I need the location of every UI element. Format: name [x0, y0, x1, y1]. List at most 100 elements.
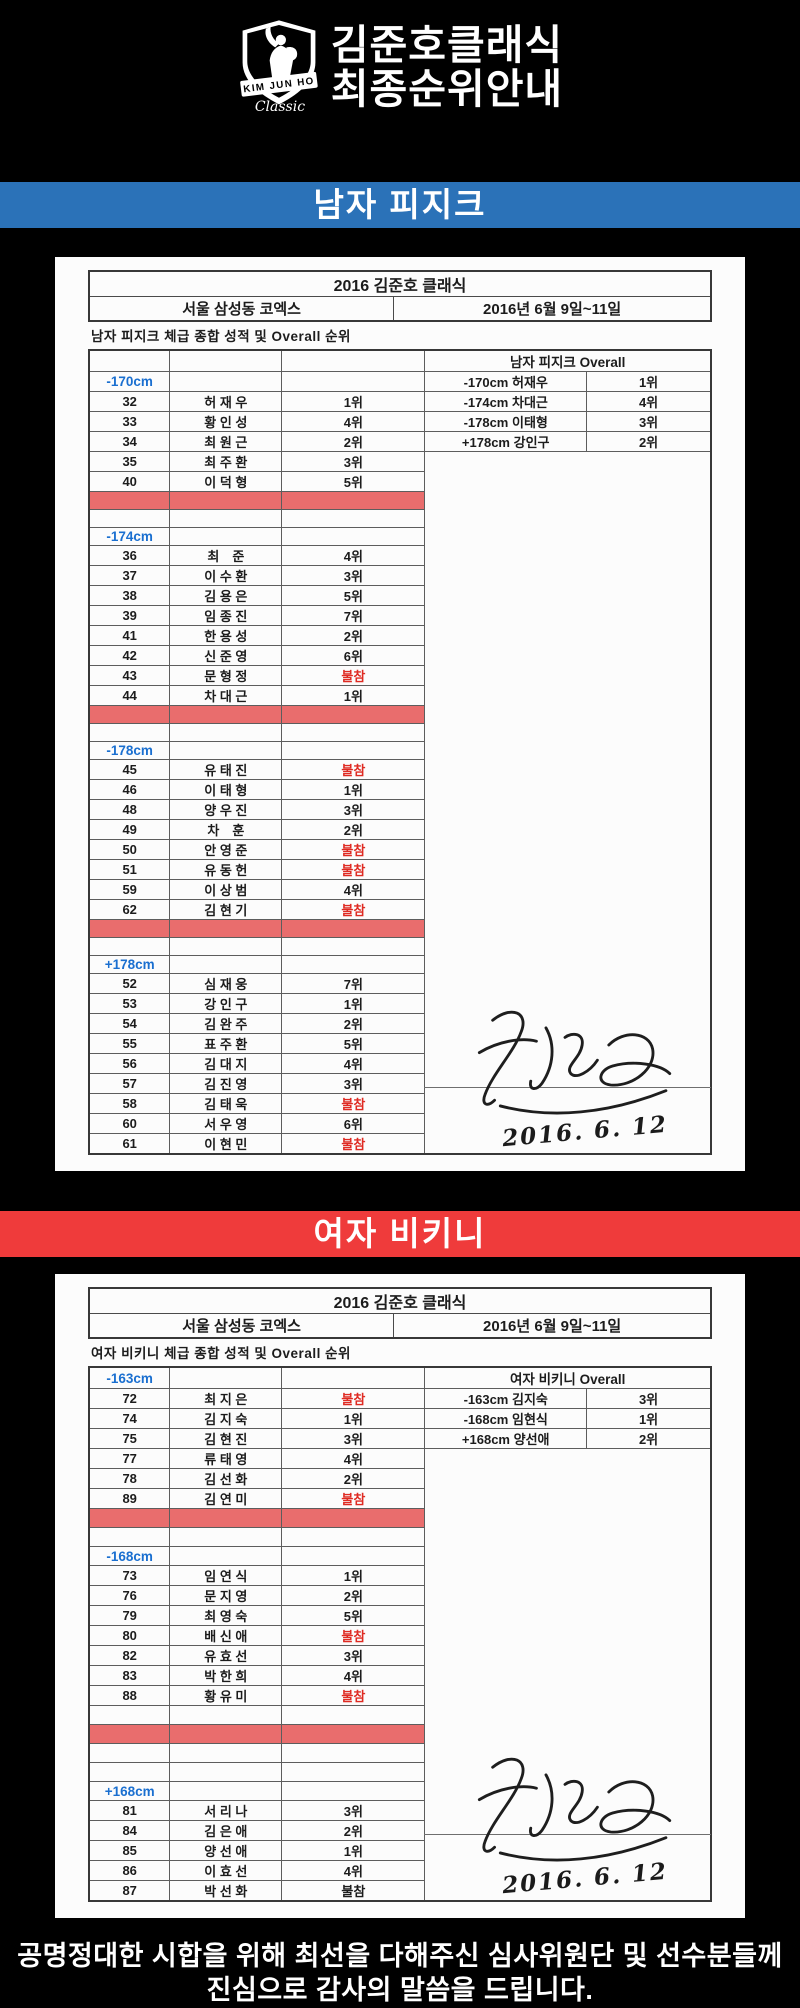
overall-label-cell: +178cm 강인구: [424, 431, 588, 452]
entry-name-cell: 김 선 화: [169, 1468, 283, 1489]
entry-no-cell: 34: [88, 431, 171, 452]
entry-no-cell: 85: [88, 1840, 171, 1861]
table-row: 60 서 우 영 6위: [88, 1113, 711, 1134]
entry-no-cell: 51: [88, 859, 171, 880]
entry-no-cell: 32: [88, 391, 171, 412]
entry-no-cell: 44: [88, 685, 171, 706]
signature-scrawl: [477, 1757, 672, 1862]
entry-rank-cell: 2위: [281, 1468, 426, 1489]
highlight-cell: [169, 1508, 283, 1528]
doc-dates: 2016년 6월 9일~11일: [393, 1313, 712, 1339]
entry-rank-cell: 불참: [281, 1133, 426, 1155]
entry-name-cell: 이 태 형: [169, 779, 283, 800]
entry-rank-cell: 불참: [281, 1388, 426, 1409]
entry-no-cell: 77: [88, 1448, 171, 1469]
spacer-cell: [281, 371, 426, 392]
table-row: 85 양 선 애 1위: [88, 1840, 711, 1861]
table-divider-line: [424, 1834, 711, 1835]
entry-rank-cell: 4위: [281, 1448, 426, 1469]
spacer-cell: [281, 1705, 426, 1725]
table-row: 46 이 태 형 1위: [88, 779, 711, 800]
table-row: 57 김 진 영 3위: [88, 1073, 711, 1094]
entry-name-cell: 임 연 식: [169, 1565, 283, 1586]
entry-name-cell: 김 용 은: [169, 585, 283, 606]
entry-rank-cell: 1위: [281, 1840, 426, 1861]
table-row: 35 최 주 환 3위 2016. 6. 12: [88, 451, 712, 1155]
entry-name-cell: 김 현 진: [169, 1428, 283, 1449]
entry-name-cell: 최 지 은: [169, 1388, 283, 1409]
highlight-cell: [88, 705, 171, 724]
entry-name-cell: 김 완 주: [169, 1013, 283, 1034]
table-row: 36 최 준 4위: [88, 545, 711, 566]
entry-name-cell: 서 리 나: [169, 1800, 283, 1821]
highlight-cell: [169, 1724, 283, 1744]
table-row: 50 안 영 준 불참: [88, 839, 711, 860]
doc-title: 2016 김준호 클래식: [88, 270, 712, 297]
entry-name-cell: 김 지 숙: [169, 1408, 283, 1429]
entry-name-cell: 강 인 구: [169, 993, 283, 1014]
overall-empty-area: 2016. 6. 12: [424, 451, 712, 1155]
entry-rank-cell: 4위: [281, 1860, 426, 1881]
entry-no-cell: 46: [88, 779, 171, 800]
entry-no-cell: 33: [88, 411, 171, 432]
entry-rank-cell: 1위: [281, 1408, 426, 1429]
spacer-cell: [281, 1762, 426, 1782]
category-cell: -174cm: [88, 527, 171, 546]
spacer-cell: [88, 349, 171, 372]
category-cell: +168cm: [88, 1781, 171, 1801]
overall-rank-cell: 1위: [586, 1408, 712, 1429]
entry-name-cell: 김 현 기: [169, 899, 283, 920]
category-cell: -163cm: [88, 1366, 171, 1389]
overall-rank-cell: 2위: [586, 1428, 712, 1449]
entry-no-cell: 35: [88, 451, 171, 472]
overall-rank-cell: 4위: [586, 391, 712, 412]
table-row: 84 김 은 애 2위: [88, 1820, 711, 1841]
entry-name-cell: 최 준: [169, 545, 283, 566]
thanks-message: 공명정대한 시합을 위해 최선을 다해주신 심사위원단 및 선수분들께 진심으로…: [0, 1940, 800, 2008]
entry-no-cell: 52: [88, 973, 171, 994]
table-row: 41 한 용 성 2위: [88, 625, 711, 646]
table-row: 86 이 효 선 4위: [88, 1860, 711, 1881]
table-row: 59 이 상 범 4위: [88, 879, 711, 900]
spacer-cell: [281, 527, 426, 546]
entry-name-cell: 박 한 희: [169, 1665, 283, 1686]
spacer-cell: [281, 1546, 426, 1566]
entry-rank-cell: 불참: [281, 1625, 426, 1646]
spacer-cell: [281, 723, 426, 742]
overall-rank-cell: 3위: [586, 1388, 712, 1409]
entry-rank-cell: 7위: [281, 605, 426, 626]
table-row: 74 김 지 숙 1위 -168cm 임현식 1위: [88, 1408, 712, 1429]
thanks-message-line1: 공명정대한 시합을 위해 최선을 다해주신 심사위원단 및 선수분들께: [17, 1941, 783, 1971]
entry-rank-cell: 1위: [281, 779, 426, 800]
spacer-cell: [281, 1743, 426, 1763]
overall-label-cell: -170cm 허재우: [424, 371, 588, 392]
spacer-cell: [169, 741, 283, 760]
table-row: [88, 1527, 711, 1547]
table-row: 80 배 신 애 불참: [88, 1625, 711, 1646]
entry-no-cell: 74: [88, 1408, 171, 1429]
entry-rank-cell: 1위: [281, 1565, 426, 1586]
entry-no-cell: 41: [88, 625, 171, 646]
entry-rank-cell: 4위: [281, 1053, 426, 1074]
entry-no-cell: 55: [88, 1033, 171, 1054]
entry-name-cell: 문 지 영: [169, 1585, 283, 1606]
entry-rank-cell: 5위: [281, 1605, 426, 1626]
entry-rank-cell: 6위: [281, 645, 426, 666]
spacer-cell: [281, 741, 426, 760]
table-row: 33 황 인 성 4위 -178cm 이태형 3위: [88, 411, 712, 432]
spacer-cell: [169, 1781, 283, 1801]
spacer-cell: [169, 509, 283, 528]
category-cell: -168cm: [88, 1546, 171, 1566]
spacer-cell: [169, 1527, 283, 1547]
entry-no-cell: 61: [88, 1133, 171, 1155]
entry-no-cell: 42: [88, 645, 171, 666]
table-row: 62 김 현 기 불참: [88, 899, 711, 920]
entry-no-cell: 48: [88, 799, 171, 820]
entry-no-cell: 81: [88, 1800, 171, 1821]
entry-no-cell: 73: [88, 1565, 171, 1586]
highlight-cell: [281, 1508, 426, 1528]
spacer-cell: [169, 349, 283, 372]
page-title: 김준호클래식 최종순위안내: [331, 22, 563, 111]
spacer-cell: [169, 937, 283, 956]
entry-no-cell: 57: [88, 1073, 171, 1094]
